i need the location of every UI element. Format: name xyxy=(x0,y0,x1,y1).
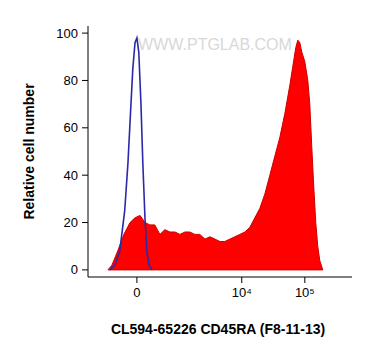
chart: WWW.PTGLAB.COM 0 20 40 60 80 100 0 10⁴ 10⁵ CL594-6… xyxy=(0,0,375,360)
x-axis-label: CL594-65226 CD45RA (F8-11-13) xyxy=(111,321,325,337)
y-tick xyxy=(82,175,88,176)
x-tick-label: 0 xyxy=(133,285,140,300)
y-tick-label: 60 xyxy=(64,120,78,135)
x-tick xyxy=(136,277,137,283)
watermark: WWW.PTGLAB.COM xyxy=(138,36,292,53)
line xyxy=(110,38,152,270)
y-tick xyxy=(82,222,88,223)
y-tick-label: 0 xyxy=(71,262,78,277)
y-axis-label: Relative cell number xyxy=(21,83,37,220)
x-tick-label: 10⁵ xyxy=(295,285,315,300)
y-tick-label: 40 xyxy=(64,168,78,183)
y-tick xyxy=(82,269,88,270)
plot-area xyxy=(108,38,323,270)
y-tick xyxy=(82,127,88,128)
y-tick xyxy=(82,80,88,81)
x-tick xyxy=(304,277,305,283)
y-tick-label: 100 xyxy=(56,26,78,41)
y-tick-label: 80 xyxy=(64,73,78,88)
y-axis xyxy=(88,26,89,277)
y-tick xyxy=(82,33,88,34)
x-axis xyxy=(88,277,352,278)
y-tick-label: 20 xyxy=(64,215,78,230)
x-tick-label: 10⁴ xyxy=(232,285,252,300)
x-tick xyxy=(241,277,242,283)
